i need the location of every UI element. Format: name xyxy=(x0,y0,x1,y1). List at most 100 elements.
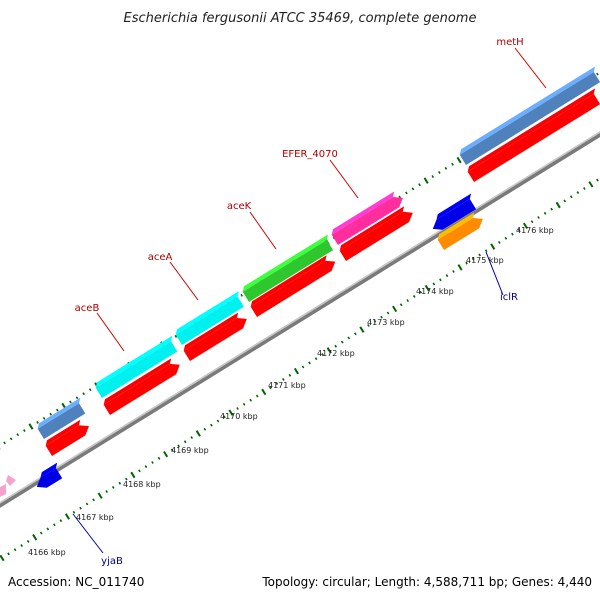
scale-tick-71 xyxy=(465,261,468,265)
scale-tick-32 xyxy=(210,423,213,427)
cds-1-face xyxy=(45,425,89,456)
scale-tick-82 xyxy=(537,216,540,219)
outer-tick-4 xyxy=(23,429,26,433)
tick-label-4170: 4170 kbp xyxy=(220,412,258,421)
scale-tick-51 xyxy=(334,344,337,348)
cds-2-bevel xyxy=(103,358,172,405)
cds-4-bevel xyxy=(250,255,327,307)
scale-tick-31 xyxy=(203,427,207,431)
scale-tick-5 xyxy=(32,533,38,541)
gene-steelblue-left xyxy=(37,397,86,439)
scale-tick-59 xyxy=(386,311,390,315)
scale-tick-90 xyxy=(588,181,594,188)
gene-aceA-bevel xyxy=(175,291,239,335)
cds-4 xyxy=(250,255,336,317)
outer-tick-1 xyxy=(3,441,6,445)
tick-label-4176: 4176 kbp xyxy=(516,226,554,235)
cds-3 xyxy=(183,312,247,361)
scale-tick-37 xyxy=(242,402,246,406)
map-title: Escherichia fergusonii ATCC 35469, compl… xyxy=(124,11,477,26)
scale-tick-3 xyxy=(20,544,23,548)
scale-tick-83 xyxy=(543,211,547,215)
tick-label-4168: 4168 kbp xyxy=(123,480,161,489)
scale-tick-24 xyxy=(157,456,161,460)
scale-tick-64 xyxy=(419,290,423,294)
cds-3-bevel xyxy=(183,312,239,351)
scale-tick-8 xyxy=(53,523,56,527)
cds-3-face xyxy=(183,318,247,361)
cds-6-face xyxy=(467,93,600,182)
scale-tick-58 xyxy=(380,315,383,319)
scale-tick-16 xyxy=(105,490,108,493)
gene-label-aceK: aceK xyxy=(227,201,252,212)
gene-aceK-bevel xyxy=(242,234,329,292)
scale-tick-40 xyxy=(261,388,267,396)
scale-tick-19 xyxy=(125,477,128,481)
scale-tick-65 xyxy=(424,284,430,292)
scale-tick-17 xyxy=(111,485,115,489)
scale-tick-79 xyxy=(517,228,521,232)
cds-5-face xyxy=(339,211,413,261)
scale-tick-18 xyxy=(118,481,122,485)
scale-tick-29 xyxy=(190,436,194,440)
scale-tick-28 xyxy=(183,440,187,444)
scale-tick-45 xyxy=(293,367,299,375)
scale-tick-50 xyxy=(326,347,332,354)
outer-tick-70 xyxy=(456,156,462,164)
outer-tick-12 xyxy=(75,396,79,400)
scale-tick-34 xyxy=(223,415,226,419)
scale-tick-73 xyxy=(478,253,481,257)
outer-tick-91 xyxy=(596,72,599,76)
gene-aceB xyxy=(95,335,178,398)
scale-tick-48 xyxy=(314,357,318,361)
scale-tick-23 xyxy=(151,461,154,464)
scale-tick-0 xyxy=(0,554,5,562)
gene-iclR xyxy=(437,212,483,250)
outer-tick-69 xyxy=(451,162,454,166)
scale-tick-53 xyxy=(347,336,351,340)
gene-label-yjaB: yjaB xyxy=(101,556,123,567)
cds-5-bevel xyxy=(339,206,405,251)
gene-efer4070 xyxy=(331,191,403,245)
cds-4-face xyxy=(250,260,336,317)
scale-tick-56 xyxy=(367,324,370,327)
scale-tick-47 xyxy=(308,361,311,365)
scale-tick-7 xyxy=(46,527,50,531)
outer-tick-13 xyxy=(82,392,85,396)
tick-label-4172: 4172 kbp xyxy=(317,349,355,358)
gene-aceA xyxy=(175,291,244,345)
scale-tick-81 xyxy=(530,220,534,224)
cds-2-face xyxy=(103,363,180,415)
scale-tick-84 xyxy=(550,207,553,211)
scale-tick-80 xyxy=(522,222,529,230)
scale-tick-6 xyxy=(39,531,43,535)
scale-tick-55 xyxy=(359,326,365,333)
outer-tick-66 xyxy=(431,175,435,179)
gene-efer4070-bevel xyxy=(331,191,395,235)
gene-iclR-bevel xyxy=(437,212,475,240)
scale-tick-41 xyxy=(269,386,272,390)
scale-tick-15 xyxy=(97,492,103,499)
outer-tick-6 xyxy=(36,420,39,424)
scale-tick-39 xyxy=(255,394,259,398)
gene-label-aceA: aceA xyxy=(148,252,173,263)
metH-callout xyxy=(514,47,547,89)
yjaB-callout xyxy=(72,513,104,554)
gene-aceB-face xyxy=(95,341,178,398)
tick-label-4175: 4175 kbp xyxy=(466,256,504,265)
outer-tick-67 xyxy=(438,170,441,174)
gene-efer4070-face xyxy=(331,197,403,245)
outer-tick-37 xyxy=(240,293,243,297)
gene-label-aceB: aceB xyxy=(75,303,100,314)
gene-aceB-bevel xyxy=(95,335,173,388)
scale-tick-21 xyxy=(138,469,141,473)
scale-tick-track xyxy=(0,178,599,562)
scale-tick-72 xyxy=(471,257,475,261)
scale-tick-9 xyxy=(59,519,63,523)
scale-tick-57 xyxy=(373,319,377,323)
scale-tick-74 xyxy=(484,249,488,253)
outer-tick-65 xyxy=(423,177,429,184)
scale-tick-11 xyxy=(72,510,76,514)
outer-tick-9 xyxy=(56,408,59,412)
scale-tick-76 xyxy=(498,241,501,244)
